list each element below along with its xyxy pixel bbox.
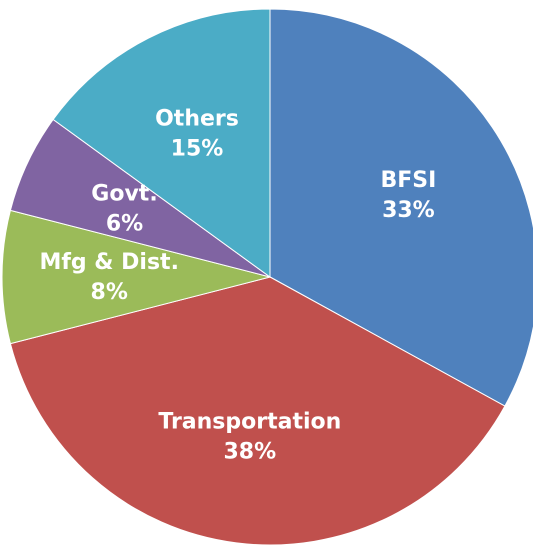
slice-label: Transportation — [158, 410, 341, 435]
slice-value-label: 8% — [91, 280, 128, 305]
pie-slice — [9, 276, 506, 546]
slice-value-label: 6% — [106, 212, 143, 237]
pie-slice — [1, 209, 271, 345]
slice-label: Govt. — [91, 182, 157, 207]
pie-slice — [269, 8, 533, 407]
slice-label: BFSI — [380, 168, 436, 193]
slice-label: Others — [155, 107, 239, 132]
slice-value-label: 33% — [382, 198, 435, 223]
pie-slice — [52, 8, 271, 278]
slice-label: Mfg & Dist. — [39, 250, 179, 275]
slice-value-label: 38% — [224, 440, 277, 465]
slice-value-label: 15% — [171, 137, 224, 162]
